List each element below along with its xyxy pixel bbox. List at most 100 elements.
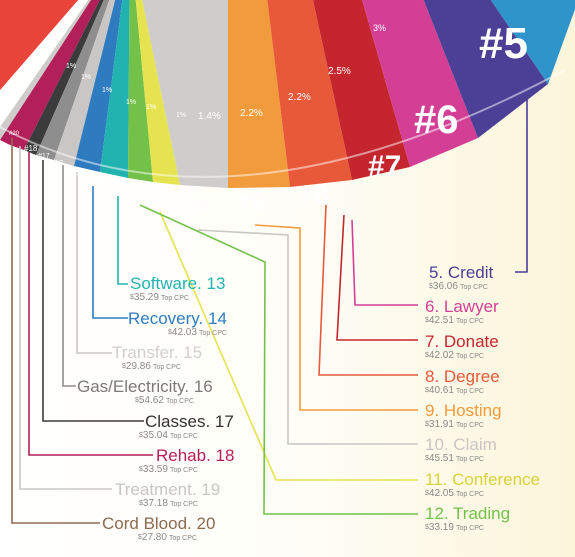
leader-software bbox=[117, 196, 128, 285]
label-gas-name: Gas/Electricity. 16 bbox=[77, 377, 213, 396]
label-degree: 8. Degree $40.61 Top CPC bbox=[425, 368, 500, 397]
cpc-tag: Top CPC bbox=[455, 318, 484, 325]
label-treatment: Treatment. 19 $37.18 Top CPC bbox=[115, 481, 220, 510]
label-transfer: Transfer. 15 $29.86 Top CPC bbox=[112, 344, 202, 373]
cpc-currency: $ bbox=[138, 534, 142, 541]
label-recovery-name: Recovery. 14 bbox=[128, 309, 227, 328]
rank-14: #14 bbox=[88, 175, 105, 186]
rank-8: #8 bbox=[300, 179, 329, 209]
pct-credit: 3% bbox=[373, 23, 386, 33]
label-donate: 7. Donate $42.02 Top CPC bbox=[425, 333, 499, 362]
label-cord-blood-cpc: $27.80 Top CPC bbox=[138, 533, 215, 544]
wedge-software bbox=[100, 0, 130, 178]
cpc-currency: $ bbox=[425, 387, 429, 394]
leader-cord bbox=[11, 138, 100, 524]
cpc-currency: $ bbox=[429, 283, 433, 290]
label-degree-cpc: $40.61 Top CPC bbox=[425, 386, 500, 397]
leader-gas bbox=[62, 165, 76, 387]
label-recovery: Recovery. 14 $42.03 Top CPC bbox=[128, 310, 227, 339]
cpc-value: 54.62 bbox=[138, 395, 164, 406]
leader-classes bbox=[42, 160, 144, 422]
pct-a: 1% bbox=[176, 112, 186, 119]
label-conference: 11. Conference $42.05 Top CPC bbox=[425, 471, 540, 500]
cpc-tag: Top CPC bbox=[168, 535, 197, 542]
cpc-currency: $ bbox=[425, 317, 429, 324]
cpc-currency: $ bbox=[168, 329, 172, 336]
rank-18: #18 bbox=[24, 144, 38, 153]
cpc-tag: Top CPC bbox=[169, 501, 198, 508]
leader-rehab bbox=[28, 152, 153, 456]
label-claim: 10. Claim $45.51 Top CPC bbox=[425, 436, 497, 465]
leader-trading bbox=[139, 204, 418, 515]
leader-lines bbox=[11, 95, 528, 524]
leader-recovery bbox=[92, 186, 128, 319]
cpc-value: 33.19 bbox=[428, 522, 454, 533]
wedge-rank20 bbox=[0, 0, 33, 20]
label-credit-name: 5. Credit bbox=[429, 263, 494, 282]
rank-15: #15 bbox=[68, 167, 83, 177]
rank-13: #13 bbox=[111, 185, 128, 196]
cpc-tag: Top CPC bbox=[165, 398, 194, 405]
cpc-value: 35.29 bbox=[133, 292, 159, 303]
pct-b: 1% bbox=[146, 104, 156, 111]
label-degree-name: 8. Degree bbox=[425, 367, 500, 386]
rank-12: #12 bbox=[133, 193, 151, 205]
cpc-value: 42.02 bbox=[428, 350, 454, 361]
leader-transfer bbox=[76, 172, 112, 354]
label-software-name: Software. 13 bbox=[130, 274, 226, 293]
label-credit: 5. Credit $36.06 Top CPC bbox=[429, 264, 493, 293]
cpc-value: 27.80 bbox=[141, 532, 167, 543]
wedge-claim bbox=[142, 0, 232, 188]
wedge-rehab bbox=[0, 0, 100, 150]
cpc-currency: $ bbox=[139, 432, 143, 439]
label-claim-name: 10. Claim bbox=[425, 435, 497, 454]
wedge-hosting bbox=[228, 0, 290, 188]
cpc-currency: $ bbox=[122, 363, 126, 370]
wedge-degree bbox=[267, 0, 352, 187]
label-donate-cpc: $42.02 Top CPC bbox=[425, 351, 499, 362]
pct-f: 1% bbox=[66, 63, 76, 70]
leader-hosting bbox=[254, 224, 418, 411]
cpc-tag: Top CPC bbox=[198, 330, 227, 337]
leader-treatment bbox=[19, 146, 112, 490]
leader-conference bbox=[159, 211, 418, 481]
cpc-currency: $ bbox=[130, 294, 134, 301]
wedge-blue-top bbox=[490, 0, 575, 84]
wedge-gas bbox=[36, 0, 110, 160]
wedge-trading bbox=[128, 0, 153, 182]
rank-10: #10 bbox=[186, 196, 214, 215]
cpc-value: 45.51 bbox=[428, 453, 454, 464]
leader-degree bbox=[318, 204, 418, 376]
wedge-conference bbox=[135, 0, 180, 185]
label-donate-name: 7. Donate bbox=[425, 332, 499, 351]
leader-claim bbox=[197, 229, 418, 445]
label-transfer-cpc: $29.86 Top CPC bbox=[122, 362, 202, 373]
cpc-currency: $ bbox=[139, 466, 143, 473]
rank-9: #9 bbox=[238, 189, 265, 216]
rank-17: #17 bbox=[38, 153, 50, 160]
label-classes-cpc: $35.04 Top CPC bbox=[139, 431, 234, 442]
cpc-value: 42.05 bbox=[428, 488, 454, 499]
cpc-currency: $ bbox=[425, 352, 429, 359]
cpc-value: 36.06 bbox=[432, 281, 458, 292]
wedge-big-red-b bbox=[0, 0, 78, 90]
label-rehab: Rehab. 18 $33.59 Top CPC bbox=[139, 447, 234, 476]
cpc-value: 31.91 bbox=[428, 419, 454, 430]
cpc-tag: Top CPC bbox=[169, 467, 198, 474]
pct-degree: 2.2% bbox=[240, 108, 263, 119]
leader-donate bbox=[336, 214, 418, 341]
label-classes-name: Classes. 17 bbox=[145, 412, 234, 431]
label-hosting-name: 9. Hosting bbox=[425, 401, 502, 420]
wedge-transfer bbox=[54, 0, 116, 166]
cpc-currency: $ bbox=[425, 421, 429, 428]
rank-11: #11 bbox=[156, 197, 177, 212]
label-lawyer: 6. Lawyer $42.51 Top CPC bbox=[425, 298, 499, 327]
wedge-credit bbox=[423, 0, 548, 138]
label-recovery-cpc: $42.03 Top CPC bbox=[168, 328, 227, 339]
label-lawyer-name: 6. Lawyer bbox=[425, 297, 499, 316]
label-transfer-name: Transfer. 15 bbox=[112, 343, 203, 362]
label-trading-name: 12. Trading bbox=[425, 504, 511, 523]
pct-c: 1% bbox=[126, 99, 136, 106]
label-treatment-name: Treatment. 19 bbox=[115, 480, 221, 499]
